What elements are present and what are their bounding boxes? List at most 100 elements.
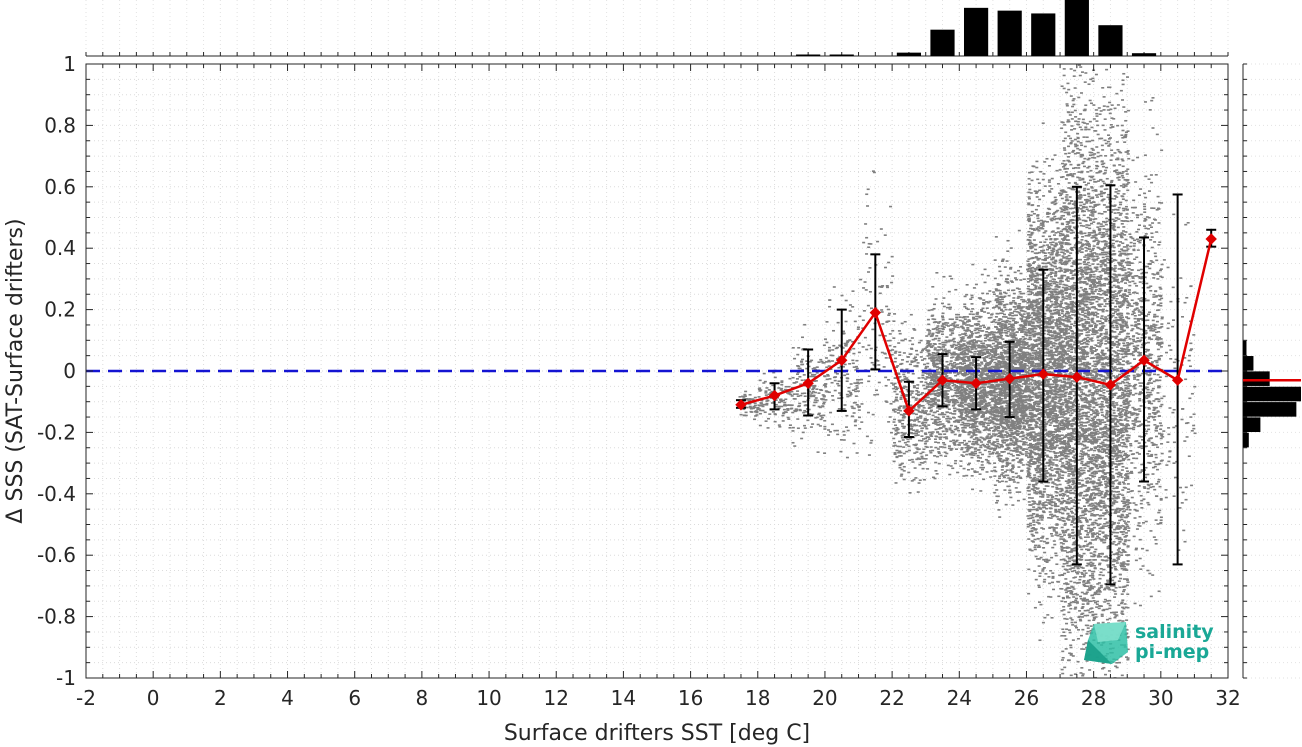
scatter-point: [1011, 466, 1015, 468]
scatter-point: [980, 394, 984, 396]
scatter-point: [952, 324, 956, 327]
scatter-point: [927, 383, 931, 386]
scatter-point: [1018, 445, 1022, 448]
scatter-point: [837, 408, 841, 410]
scatter-point: [792, 398, 796, 400]
scatter-point: [949, 340, 953, 342]
scatter-point: [987, 445, 991, 448]
scatter-point: [1009, 496, 1013, 499]
scatter-point: [960, 353, 964, 356]
scatter-point: [767, 393, 771, 396]
scatter-point: [758, 379, 762, 382]
scatter-point: [980, 308, 984, 311]
scatter-point: [925, 346, 929, 348]
scatter-point: [893, 360, 897, 363]
scatter-point: [1006, 289, 1010, 292]
scatter-point: [929, 381, 933, 384]
scatter-point: [936, 431, 940, 434]
scatter-point: [959, 391, 963, 394]
scatter-point: [969, 336, 973, 338]
scatter-point: [1005, 383, 1009, 386]
scatter-point: [974, 418, 978, 421]
scatter-point: [993, 350, 997, 353]
scatter-point: [958, 334, 962, 336]
scatter-point: [891, 349, 895, 351]
scatter-point: [952, 337, 956, 340]
scatter-point: [982, 346, 986, 349]
scatter-point: [998, 423, 1002, 425]
scatter-point: [992, 334, 996, 336]
scatter-point: [1018, 451, 1022, 453]
scatter-point: [967, 376, 971, 378]
scatter-point: [861, 319, 865, 322]
scatter-point: [792, 393, 796, 395]
scatter-point: [945, 336, 949, 338]
scatter-point: [935, 368, 939, 371]
scatter-point: [985, 422, 989, 425]
scatter-point: [1006, 417, 1010, 420]
scatter-point: [896, 431, 900, 434]
scatter-point: [960, 413, 964, 416]
scatter-point: [946, 464, 950, 467]
scatter-point: [919, 415, 923, 417]
scatter-point: [874, 389, 878, 392]
scatter-point: [998, 459, 1002, 462]
scatter-point: [1000, 326, 1004, 329]
scatter-point: [984, 337, 988, 340]
scatter-point: [947, 290, 951, 293]
scatter-point: [976, 443, 980, 446]
scatter-point: [902, 415, 906, 418]
scatter-point: [959, 412, 963, 415]
scatter-point: [1009, 334, 1013, 337]
scatter-point: [1004, 365, 1008, 367]
scatter-point: [759, 389, 763, 391]
scatter-point: [984, 458, 988, 461]
scatter-point: [1017, 295, 1021, 298]
scatter-point: [885, 320, 889, 323]
scatter-point: [974, 341, 978, 344]
scatter-point: [1019, 314, 1023, 317]
scatter-point: [933, 397, 937, 399]
scatter-point: [909, 363, 913, 366]
scatter-point: [899, 475, 903, 477]
scatter-point: [1023, 367, 1027, 369]
scatter-point: [855, 367, 859, 370]
scatter-point: [958, 370, 962, 373]
scatter-point: [943, 368, 947, 370]
scatter-point: [896, 445, 900, 448]
scatter-point: [1008, 477, 1012, 480]
scatter-point: [1001, 441, 1005, 444]
scatter-point: [983, 383, 987, 385]
scatter-point: [984, 446, 988, 448]
scatter-point: [894, 432, 898, 435]
scatter-point: [992, 391, 996, 393]
scatter-point: [829, 354, 833, 357]
scatter-point: [1022, 426, 1026, 429]
scatter-point: [1005, 393, 1009, 396]
scatter-point: [912, 385, 916, 387]
scatter-point: [1018, 384, 1022, 387]
scatter-point: [997, 394, 1001, 396]
scatter-point: [990, 386, 994, 389]
scatter-point: [856, 390, 860, 392]
scatter-point: [961, 455, 965, 457]
scatter-point: [996, 298, 1000, 300]
scatter-point: [911, 372, 915, 375]
scatter-point: [970, 392, 974, 394]
scatter-point: [1001, 436, 1005, 438]
scatter-point: [947, 420, 951, 423]
scatter-point: [780, 381, 784, 384]
scatter-point: [1026, 268, 1030, 271]
scatter-point: [937, 357, 941, 359]
scatter-point: [783, 401, 787, 404]
scatter-point: [787, 404, 791, 406]
scatter-point: [943, 436, 947, 439]
scatter-point: [902, 425, 906, 428]
scatter-point: [943, 396, 947, 398]
scatter-point: [803, 379, 807, 381]
scatter-point: [993, 353, 997, 355]
scatter-point: [994, 316, 998, 318]
scatter-point: [953, 413, 957, 415]
scatter-point: [1017, 466, 1021, 468]
scatter-point: [841, 332, 845, 334]
